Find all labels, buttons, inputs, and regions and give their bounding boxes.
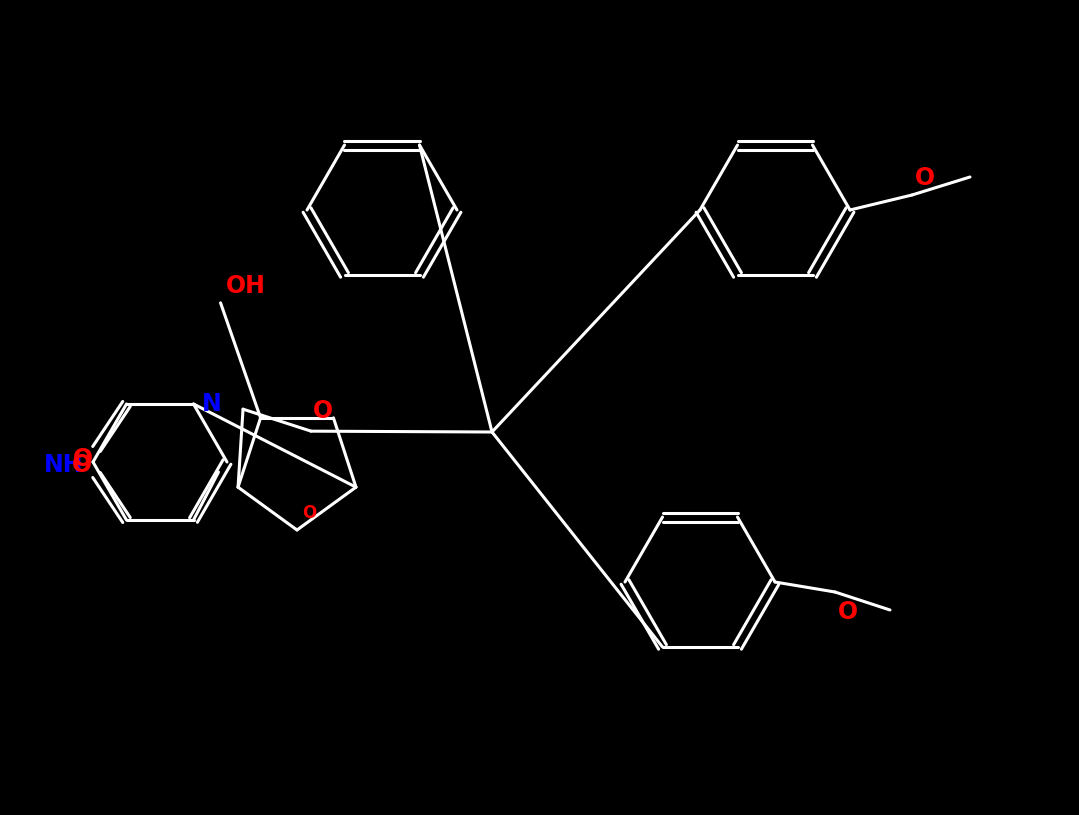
- Text: O: O: [72, 447, 93, 471]
- Text: O: O: [313, 399, 333, 423]
- Text: O: O: [72, 453, 93, 477]
- Text: O: O: [838, 600, 858, 624]
- Text: O: O: [915, 166, 935, 190]
- Text: OH: OH: [226, 274, 265, 297]
- Text: O: O: [302, 504, 316, 522]
- Text: NH: NH: [43, 453, 83, 477]
- Text: N: N: [202, 392, 221, 416]
